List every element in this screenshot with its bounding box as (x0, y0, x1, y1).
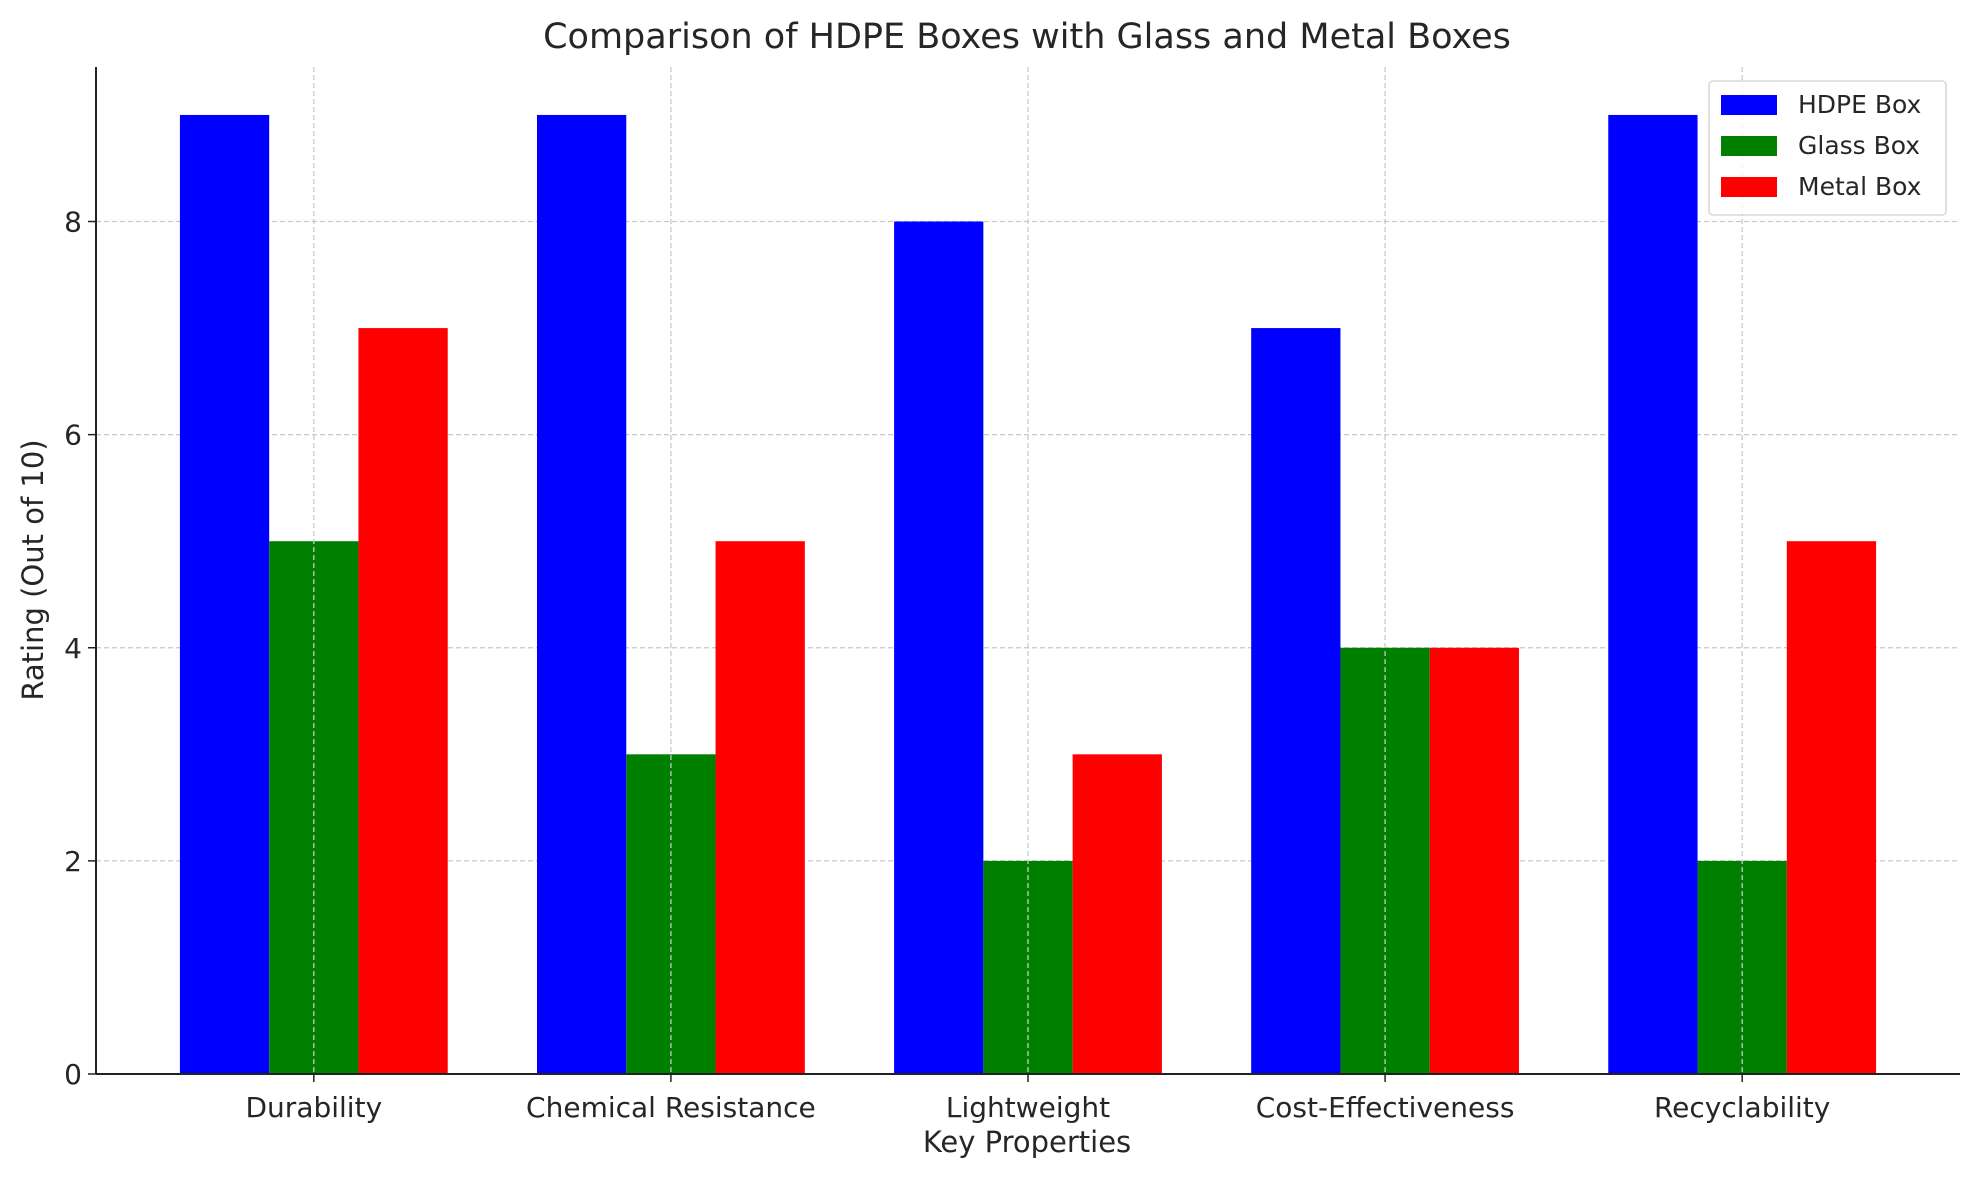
bars (179, 114, 1877, 1074)
x-tick-label: Lightweight (946, 1091, 1110, 1124)
bar-metal-box (1786, 541, 1877, 1074)
legend-label: Glass Box (1798, 131, 1920, 160)
legend-label: HDPE Box (1798, 90, 1921, 119)
bar-hdpe-box (1608, 114, 1698, 1074)
y-axis-label: Rating (Out of 10) (16, 439, 50, 700)
bar-metal-box (715, 541, 805, 1074)
bar-metal-box (1429, 647, 1519, 1074)
bar-hdpe-box (179, 114, 270, 1074)
x-tick-label: Chemical Resistance (526, 1091, 816, 1124)
legend-label: Metal Box (1798, 172, 1921, 201)
legend: HDPE Box Glass Box Metal Box (1708, 80, 1947, 216)
bar-metal-box (358, 328, 448, 1074)
x-tick-label: Recyclability (1654, 1091, 1830, 1124)
x-tick-label: Durability (246, 1091, 383, 1124)
legend-swatch (1721, 95, 1777, 115)
legend-swatch (1721, 136, 1777, 156)
y-tick-label: 6 (64, 419, 82, 452)
y-ticks: 0 2 4 6 8 (64, 206, 96, 1091)
x-axis-label: Key Properties (923, 1125, 1131, 1159)
bar-hdpe-box (894, 221, 984, 1074)
chart-title: Comparison of HDPE Boxes with Glass and … (543, 17, 1511, 57)
x-ticks: Durability Chemical Resistance Lightweight… (246, 1074, 1830, 1124)
y-tick-label: 2 (64, 845, 82, 878)
legend-swatch (1721, 177, 1777, 197)
bar-metal-box (1072, 754, 1162, 1074)
x-tick-label: Cost-Effectiveness (1256, 1091, 1515, 1124)
y-tick-label: 4 (64, 632, 82, 665)
y-tick-label: 0 (64, 1058, 82, 1091)
bar-glass-box (626, 754, 716, 1074)
bar-hdpe-box (537, 114, 627, 1074)
y-tick-label: 8 (64, 206, 82, 239)
bar-hdpe-box (1251, 328, 1341, 1074)
